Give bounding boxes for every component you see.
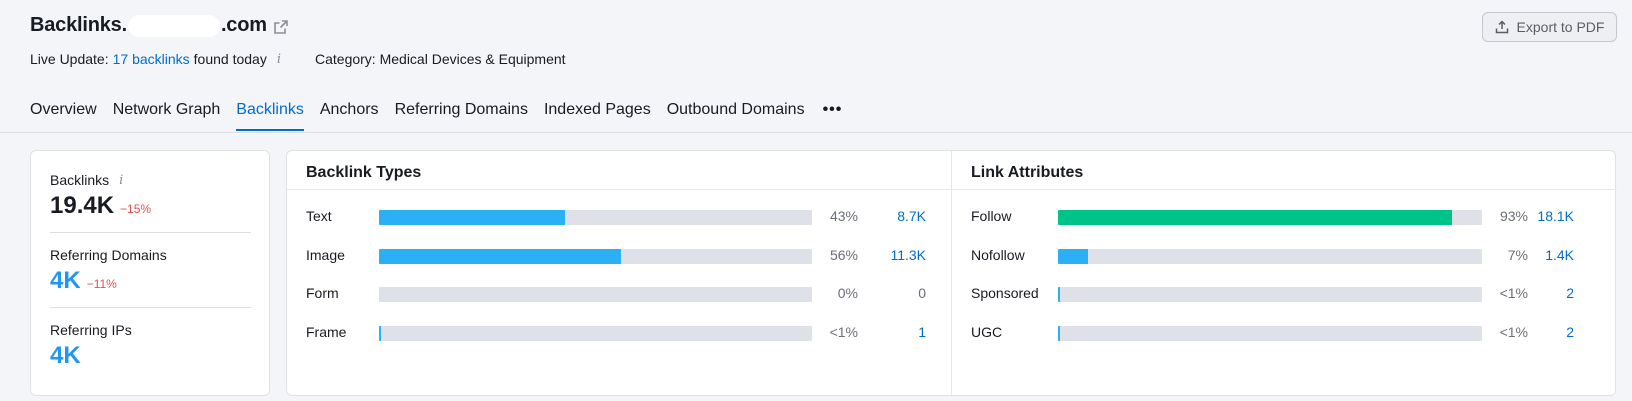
- link-attr-pct-sponsored: <1%: [1499, 285, 1528, 301]
- backlink-type-count-form: 0: [918, 285, 926, 301]
- live-update-row: Live Update: 17 backlinks found today i …: [30, 51, 566, 67]
- distribution-card: Backlink Types Link Attributes Text 43% 8.…: [286, 150, 1617, 397]
- info-icon[interactable]: i: [119, 172, 124, 188]
- backlink-type-bar-track-text: [379, 210, 812, 225]
- more-tabs-icon[interactable]: •••: [822, 101, 843, 118]
- metric-referring-domains-label: Referring Domains: [50, 247, 167, 263]
- link-attr-count-ugc[interactable]: 2: [1566, 323, 1574, 340]
- category-label: Category: Medical Devices & Equipment: [315, 51, 566, 67]
- metric-backlinks: Backlinks i 19.4K −15%: [50, 172, 151, 220]
- live-update-suffix: found today: [193, 51, 267, 67]
- backlink-type-pct-image: 56%: [829, 246, 858, 263]
- link-attr-bar-ugc: [1058, 325, 1060, 341]
- link-attr-pct-follow: 93%: [1499, 208, 1528, 224]
- report-header: Backlinks. .com Live Update: 17 backlink…: [0, 0, 1632, 133]
- tab-referring-domains[interactable]: Referring Domains: [394, 101, 528, 118]
- backlink-types-title: Backlink Types: [306, 164, 422, 181]
- tab-overview[interactable]: Overview: [30, 101, 97, 118]
- backlink-type-pct-form: 0%: [837, 285, 858, 301]
- live-update-prefix: Live Update:: [30, 51, 109, 67]
- tab-backlinks[interactable]: Backlinks: [236, 101, 304, 131]
- summary-card: Backlinks i 19.4K −15% Referring Domains…: [30, 150, 270, 396]
- backlink-type-bar-track-frame: [379, 325, 812, 341]
- backlink-type-bar-image: [379, 248, 622, 264]
- link-attr-bar-sponsored: [1058, 287, 1060, 302]
- backlink-type-bar-frame: [379, 325, 381, 341]
- tab-indexed-pages[interactable]: Indexed Pages: [543, 101, 651, 118]
- link-attr-bar-track-ugc: [1058, 325, 1482, 341]
- link-attr-bar-track-sponsored: [1058, 287, 1482, 302]
- tab-network-graph[interactable]: Network Graph: [112, 101, 221, 118]
- metric-referring-ips-value-row: 4K: [50, 342, 132, 370]
- link-attributes-title: Link Attributes: [971, 164, 1084, 181]
- link-attr-label-nofollow: Nofollow: [971, 246, 1025, 263]
- backlink-type-bar-track-image: [379, 248, 812, 264]
- link-attr-count-sponsored[interactable]: 2: [1566, 285, 1574, 301]
- tab-bar: Overview Network Graph Backlinks Anchors…: [30, 101, 858, 131]
- panel-separator: [951, 151, 952, 397]
- summary-divider: [50, 307, 251, 308]
- backlink-type-count-text[interactable]: 8.7K: [897, 208, 926, 224]
- title-suffix: .com: [220, 14, 267, 36]
- metric-referring-domains-value[interactable]: 4K: [50, 267, 81, 294]
- tab-anchors[interactable]: Anchors: [319, 101, 379, 118]
- link-attr-row-follow: Follow 93% 18.1K: [971, 207, 1601, 227]
- export-to-pdf-button[interactable]: Export to PDF: [1482, 12, 1617, 42]
- backlink-type-count-frame[interactable]: 1: [918, 323, 926, 340]
- panel-header-divider: [287, 189, 1617, 190]
- metric-referring-ips-value[interactable]: 4K: [50, 342, 81, 369]
- link-attr-pct-nofollow: 7%: [1507, 246, 1528, 263]
- link-attr-count-nofollow[interactable]: 1.4K: [1545, 246, 1574, 263]
- backlink-type-label-image: Image: [306, 246, 345, 263]
- link-attr-label-ugc: UGC: [971, 323, 1003, 340]
- title-prefix: Backlinks.: [30, 14, 127, 36]
- export-icon: [1495, 20, 1508, 34]
- backlink-type-row-image: Image 56% 11.3K: [306, 246, 926, 266]
- backlink-type-row-text: Text 43% 8.7K: [306, 207, 926, 227]
- metric-referring-ips: Referring IPs 4K: [50, 322, 132, 370]
- backlink-type-row-form: Form 0% 0: [306, 284, 926, 304]
- summary-divider: [50, 232, 251, 233]
- live-update-link[interactable]: 17 backlinks: [112, 51, 190, 67]
- backlink-type-bar-track-form: [379, 287, 812, 302]
- metric-referring-domains: Referring Domains 4K −11%: [50, 247, 167, 295]
- link-attr-row-nofollow: Nofollow 7% 1.4K: [971, 246, 1601, 266]
- metric-backlinks-delta: −15%: [120, 202, 152, 216]
- external-link-icon[interactable]: [273, 18, 289, 34]
- metric-referring-domains-delta: −11%: [86, 277, 117, 291]
- backlink-type-label-text: Text: [306, 208, 332, 224]
- link-attr-bar-track-follow: [1058, 210, 1482, 225]
- backlink-type-pct-text: 43%: [829, 208, 858, 224]
- link-attr-row-sponsored: Sponsored <1% 2: [971, 284, 1601, 304]
- tab-outbound-domains[interactable]: Outbound Domains: [666, 101, 805, 118]
- link-attr-count-follow[interactable]: 18.1K: [1537, 208, 1574, 224]
- info-icon[interactable]: i: [276, 51, 281, 67]
- link-attr-bar-nofollow: [1058, 248, 1088, 264]
- metric-backlinks-value[interactable]: 19.4K: [50, 192, 115, 219]
- backlink-type-pct-frame: <1%: [829, 323, 858, 340]
- link-attr-row-ugc: UGC <1% 2: [971, 323, 1601, 343]
- header-divider: [0, 132, 1632, 133]
- link-attr-bar-track-nofollow: [1058, 248, 1482, 264]
- backlink-type-row-frame: Frame <1% 1: [306, 323, 926, 343]
- redacted-domain: [127, 14, 220, 37]
- metric-referring-domains-value-row: 4K −11%: [50, 267, 167, 295]
- link-attr-bar-follow: [1058, 210, 1453, 225]
- metric-referring-ips-label: Referring IPs: [50, 322, 132, 338]
- metric-backlinks-label: Backlinks: [50, 172, 110, 188]
- backlink-type-count-image[interactable]: 11.3K: [890, 246, 926, 263]
- link-attr-label-follow: Follow: [971, 208, 1012, 224]
- metric-backlinks-value-row: 19.4K −15%: [50, 192, 151, 220]
- link-attr-pct-ugc: <1%: [1499, 323, 1528, 340]
- backlink-type-bar-text: [379, 210, 566, 225]
- backlink-type-label-form: Form: [306, 285, 339, 301]
- metric-backlinks-label-row: Backlinks i: [50, 172, 151, 188]
- backlink-type-label-frame: Frame: [306, 323, 347, 340]
- page-title: Backlinks. .com: [30, 14, 289, 37]
- title-row: Backlinks. .com: [30, 14, 289, 37]
- export-label: Export to PDF: [1516, 19, 1605, 35]
- link-attr-label-sponsored: Sponsored: [971, 285, 1039, 301]
